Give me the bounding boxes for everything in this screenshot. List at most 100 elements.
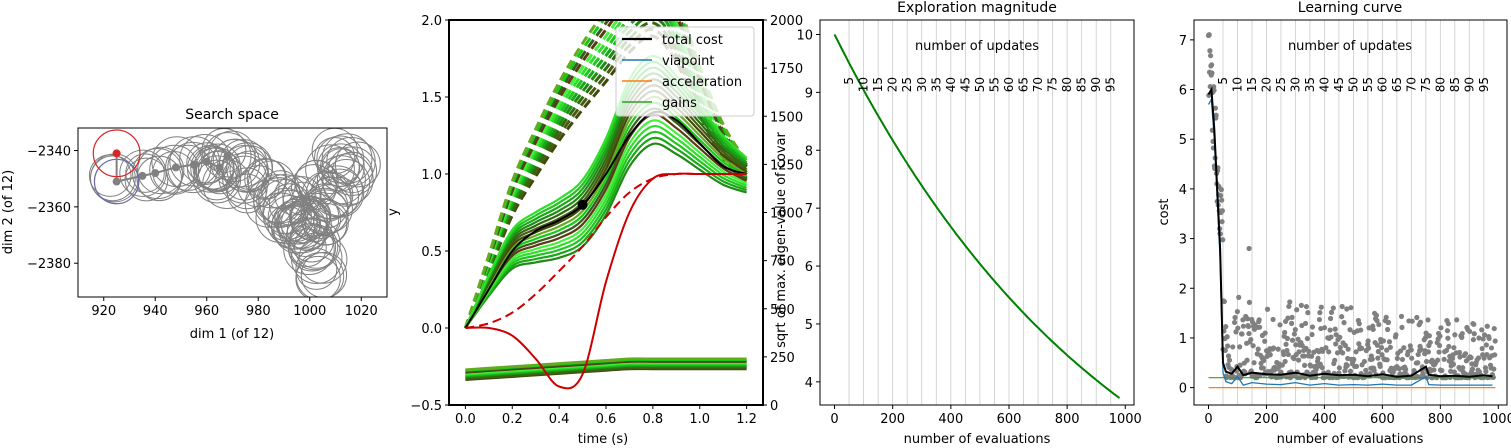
cost-sample-point (1492, 352, 1498, 358)
y-tick-label: 5 (805, 318, 813, 333)
cost-sample-point (1277, 322, 1283, 328)
cost-sample-point (1451, 345, 1457, 351)
cost-sample-point (1294, 307, 1300, 313)
cost-sample-point (1337, 344, 1343, 351)
cost-sample-point (1425, 317, 1431, 323)
cost-sample-point (1383, 314, 1389, 320)
cost-sample-point (1471, 331, 1477, 337)
cost-sample-point (1206, 92, 1212, 98)
cost-sample-point (1289, 314, 1295, 320)
cost-sample-point (1250, 343, 1256, 349)
cost-sample-point (1437, 333, 1443, 339)
trajectory-line (464, 136, 747, 329)
search-circle (334, 141, 381, 188)
cost-sample-point (1291, 355, 1297, 362)
cost-sample-point (1304, 335, 1310, 342)
search-center-point (223, 152, 232, 161)
cost-sample-point (1380, 338, 1387, 344)
search-center-point (202, 157, 211, 166)
cost-sample-point (1441, 356, 1447, 362)
y-right-tick-label: 250 (770, 351, 795, 366)
cost-sample-point (1488, 345, 1495, 351)
search-circle (276, 203, 319, 245)
cost-sample-point (1444, 328, 1451, 334)
search-circle (298, 234, 348, 284)
current-circle (92, 129, 141, 178)
y-tick-label: 7 (805, 202, 813, 217)
update-label: 50 (973, 77, 987, 92)
cost-sample-point (1414, 314, 1420, 321)
y-right-tick-label: 750 (770, 255, 795, 270)
y-tick-label: 7 (1179, 34, 1187, 49)
cost-sample-point (1218, 187, 1224, 193)
cost-sample-point (1223, 324, 1229, 330)
update-label: 30 (915, 77, 929, 92)
cost-sample-point (1418, 346, 1424, 352)
cost-sample-point (1408, 347, 1414, 353)
y-tick-label: 1 (1179, 332, 1187, 347)
cost-sample-point (1345, 346, 1351, 352)
cost-sample-point (1207, 48, 1213, 54)
search-circle (218, 152, 270, 204)
cost-sample-point (1479, 327, 1485, 333)
cost-sample-point (1359, 345, 1365, 351)
search-space-title: Search space (185, 107, 279, 123)
search-center-point (215, 163, 224, 172)
x-tick-label: 1.2 (736, 412, 757, 427)
trajectory-chart: 0.0 0.2 0.4 0.6 0.8 1.0 1.2 −0.5 0.0 0.5 1.0 1.5 2.… (386, 14, 803, 447)
cost-sample-point (1491, 325, 1497, 332)
cost-sample-point (1398, 313, 1405, 319)
cost-sample-point (1305, 310, 1311, 316)
cost-sample-point (1481, 355, 1487, 361)
cost-sample-point (1333, 332, 1339, 338)
cost-sample-point (1459, 334, 1465, 340)
cost-sample-point (1236, 294, 1242, 300)
cost-sample-point (1492, 338, 1498, 344)
search-circle (300, 251, 348, 297)
cost-sample-point (1231, 319, 1238, 326)
cost-sample-point (1377, 363, 1383, 370)
update-label: 25 (1274, 77, 1288, 92)
legend-label: gains (662, 96, 697, 111)
cost-sample-point (1376, 321, 1382, 328)
x-tick-label: 920 (91, 304, 116, 319)
total-cost-line (464, 110, 747, 329)
cost-sample-point (1375, 355, 1381, 361)
y-tick-label: 2 (1179, 282, 1187, 297)
exploration-xlabel: number of evaluations (904, 432, 1051, 447)
cost-sample-point (1285, 351, 1291, 358)
cost-sample-point (1384, 357, 1390, 363)
cost-sample-point (1393, 332, 1399, 338)
cost-sample-point (1341, 320, 1347, 326)
cost-sample-point (1332, 326, 1338, 332)
cost-sample-point (1332, 357, 1338, 363)
trajectory-line (464, 113, 748, 329)
learning-curve-top-label: number of updates (1288, 39, 1412, 54)
y-right-tick-label: 0 (770, 399, 778, 414)
cost-sample-point (1379, 352, 1385, 358)
cost-sample-point (1431, 367, 1437, 373)
cost-sample-point (1251, 360, 1257, 366)
x-tick-label: 0 (830, 412, 838, 427)
cost-sample-point (1435, 357, 1441, 363)
cost-sample-point (1443, 347, 1450, 354)
cost-sample-point (1384, 347, 1390, 353)
cost-sample-point (1460, 365, 1466, 371)
search-circle (256, 177, 303, 224)
cost-sample-point (1446, 343, 1452, 350)
cost-sample-point (1212, 105, 1219, 111)
search-circle (288, 196, 331, 238)
cost-sample-point (1471, 321, 1477, 327)
cost-sample-point (1365, 345, 1372, 351)
y-tick-label: 0.0 (421, 322, 442, 337)
cost-sample-point (1326, 349, 1332, 355)
cost-sample-point (1315, 355, 1321, 361)
gain-trajectory-line (465, 357, 747, 371)
cost-sample-point (1438, 325, 1444, 331)
cost-sample-point (1340, 350, 1346, 356)
update-label: 10 (1230, 77, 1244, 92)
cost-sample-point (1323, 345, 1329, 351)
cost-sample-point (1270, 316, 1276, 323)
cost-sample-point (1317, 310, 1323, 316)
cost-sample-point (1222, 347, 1228, 354)
